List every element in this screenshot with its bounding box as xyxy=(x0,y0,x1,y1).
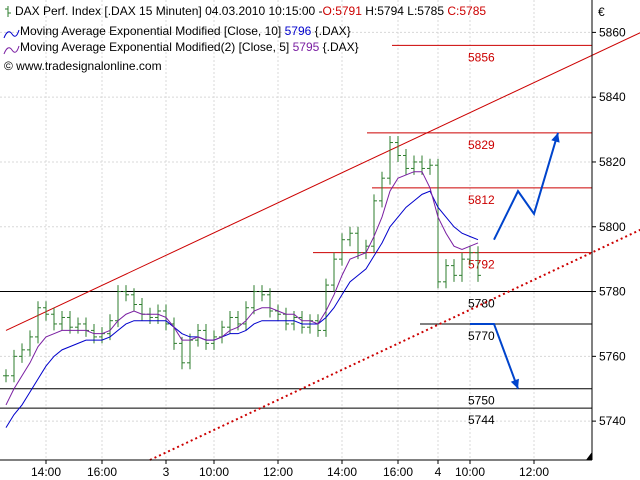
copyright-text: © www.tradesignalonline.com xyxy=(4,59,162,73)
arrow-head-bull_path xyxy=(551,132,560,143)
x-tick-label: 12:00 xyxy=(519,465,549,479)
ema5-value: 5795 xyxy=(293,40,320,54)
header-title: DAX Perf. Index [.DAX 15 Minuten] 04.03.… xyxy=(15,4,323,18)
ema10-value: 5796 xyxy=(285,24,312,38)
x-tick-label: 10:00 xyxy=(455,465,485,479)
ema5-suffix: {.DAX} xyxy=(323,40,359,54)
y-tick-label: 5840 xyxy=(599,90,626,104)
header-open: O:5791 xyxy=(323,4,363,18)
trend-line-dotted_support xyxy=(149,228,640,461)
header-line-1: DAX Perf. Index [.DAX 15 Minuten] 04.03.… xyxy=(15,4,486,18)
level-label: 5792 xyxy=(468,258,495,272)
x-tick-label: 14:00 xyxy=(31,465,61,479)
level-label: 5829 xyxy=(468,138,495,152)
axis-corner-marker xyxy=(586,452,592,460)
x-tick-label: 3 xyxy=(163,465,170,479)
projection-arrows xyxy=(470,132,560,390)
x-axis-ticks: 14:00 16:00 3 10:00 12:00 14:00 16:00 4 10:00 12:… xyxy=(31,460,549,479)
y-tick-label: 5740 xyxy=(599,414,626,428)
series-layer xyxy=(3,136,481,428)
ema5-line xyxy=(5,171,479,406)
chart-header: DAX Perf. Index [.DAX 15 Minuten] 04.03.… xyxy=(3,4,486,73)
x-tick-label: 12:00 xyxy=(263,465,293,479)
y-axis-ticks: 5740 5760 5780 5800 5820 5840 5860 xyxy=(592,25,626,428)
arrow-path-bear_path xyxy=(470,322,519,390)
arrow-head-bear_path xyxy=(510,378,519,389)
x-tick-label: 16:00 xyxy=(383,465,413,479)
header-line-2: Moving Average Exponential Modified [Clo… xyxy=(20,24,351,38)
header-high: H:5794 xyxy=(365,4,404,18)
y-tick-label: 5800 xyxy=(599,220,626,234)
trend-lines xyxy=(5,32,640,461)
arrow-path-bull_path xyxy=(493,132,559,241)
ema10-icon xyxy=(3,29,20,39)
y-tick-label: 5760 xyxy=(599,349,626,363)
ema5-label: Moving Average Exponential Modified(2) [… xyxy=(20,40,289,54)
level-label: 5856 xyxy=(468,50,495,64)
level-label: 5812 xyxy=(468,193,495,207)
x-tick-label: 14:00 xyxy=(327,465,357,479)
ema10-label: Moving Average Exponential Modified [Clo… xyxy=(20,24,281,38)
level-label: 5744 xyxy=(468,413,495,427)
x-tick-label: 10:00 xyxy=(199,465,229,479)
ema10-line xyxy=(5,190,479,428)
x-tick-label: 4 xyxy=(435,465,442,479)
y-tick-label: 5860 xyxy=(599,25,626,39)
x-tick-label: 16:00 xyxy=(87,465,117,479)
y-tick-label: 5780 xyxy=(599,285,626,299)
currency-symbol: € xyxy=(598,5,605,19)
ema5-icon xyxy=(3,45,20,55)
level-label: 5750 xyxy=(468,394,495,408)
level-label: 5770 xyxy=(468,329,495,343)
y-tick-label: 5820 xyxy=(599,155,626,169)
ema10-suffix: {.DAX} xyxy=(315,24,351,38)
header-close: C:5785 xyxy=(447,4,486,18)
header-low: L:5785 xyxy=(407,4,444,18)
header-line-3: Moving Average Exponential Modified(2) [… xyxy=(20,40,359,54)
trend-line-upper_channel xyxy=(5,32,640,331)
price-series-icon xyxy=(5,6,11,17)
